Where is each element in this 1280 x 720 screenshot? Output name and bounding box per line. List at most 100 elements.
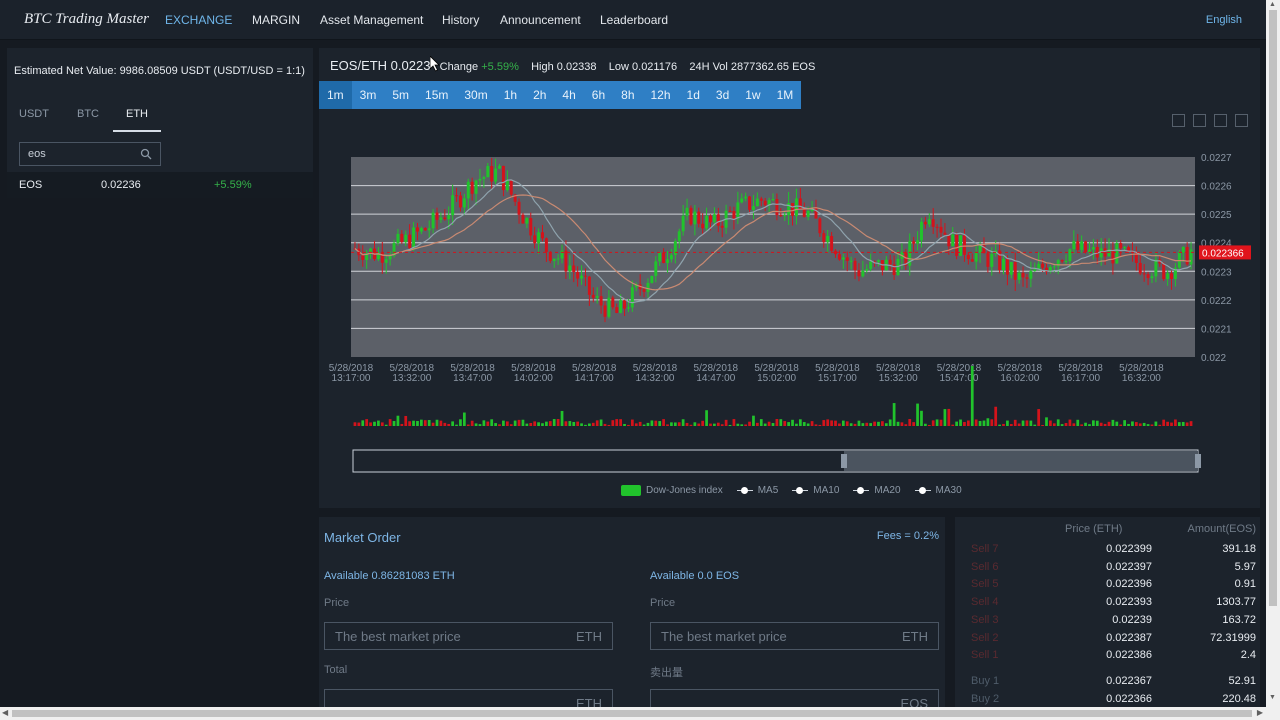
restore-icon[interactable]	[1214, 114, 1227, 127]
nav-asset-management[interactable]: Asset Management	[320, 13, 424, 27]
volume-bar	[630, 419, 634, 426]
legend-ma20[interactable]: MA20	[853, 485, 901, 496]
volume-bar	[658, 421, 662, 426]
candle	[1025, 277, 1029, 279]
interval-12h[interactable]: 12h	[650, 88, 671, 102]
scroll-up-icon[interactable]: ▲	[1269, 1, 1276, 8]
x-tick-time: 13:47:00	[453, 373, 492, 384]
chart-tools	[1172, 114, 1248, 127]
candle	[626, 307, 630, 309]
order-label: Buy 1	[971, 675, 1000, 687]
scroll-right-icon[interactable]: ▶	[1256, 708, 1263, 717]
horizontal-scrollbar[interactable]: ◀ ▶	[0, 707, 1266, 720]
legend-ma5[interactable]: MA5	[736, 485, 778, 496]
y-tick-label: 0.0223	[1201, 267, 1232, 278]
volume-bar	[1111, 419, 1115, 426]
tab-usdt[interactable]: USDT	[19, 108, 49, 120]
interval-6h[interactable]: 6h	[591, 88, 606, 102]
candle	[1138, 262, 1142, 274]
square-icon[interactable]	[1193, 114, 1206, 127]
volume-bar	[998, 424, 1001, 426]
candle	[462, 198, 466, 208]
volume-bar	[1119, 424, 1123, 426]
interval-15m[interactable]: 15m	[425, 88, 449, 102]
candle	[744, 196, 748, 199]
volume-bar	[509, 424, 513, 426]
coin-row[interactable]: EOS 0.02236 +5.59%	[7, 172, 313, 198]
interval-3d[interactable]: 3d	[715, 88, 730, 102]
nav-margin[interactable]: MARGIN	[252, 13, 300, 27]
interval-8h[interactable]: 8h	[621, 88, 635, 102]
volume-bar	[713, 423, 716, 426]
volume-bar	[709, 423, 712, 426]
buy-order-row[interactable]: Buy 2 0.022366 220.48	[955, 691, 1260, 709]
interval-30m[interactable]: 30m	[464, 88, 488, 102]
volume-bar	[1158, 424, 1162, 426]
volume-bar	[787, 422, 790, 426]
interval-1h[interactable]: 1h	[503, 88, 518, 102]
nav-history[interactable]: History	[442, 13, 480, 27]
candle	[525, 218, 529, 224]
tab-eth[interactable]: ETH	[126, 108, 148, 120]
sell-order-row[interactable]: Sell 7 0.022399 391.18	[955, 541, 1260, 559]
brand-logo[interactable]: BTC Trading Master	[24, 11, 150, 27]
volume-bar	[814, 424, 818, 426]
interval-2h[interactable]: 2h	[533, 88, 547, 102]
volume-bar	[552, 419, 556, 426]
language-selector[interactable]: English	[1205, 14, 1242, 26]
tab-btc[interactable]: BTC	[77, 108, 99, 120]
order-amount: 220.48	[1222, 692, 1256, 705]
candle	[943, 232, 947, 235]
interval-3m[interactable]: 3m	[359, 88, 377, 102]
sell-price-input[interactable]	[651, 623, 891, 649]
sell-order-row[interactable]: Sell 3 0.02239 163.72	[955, 612, 1260, 630]
sell-order-row[interactable]: Sell 4 0.022393 1303.77	[955, 594, 1260, 612]
interval-1d[interactable]: 1d	[686, 88, 700, 102]
buy-price-input[interactable]	[325, 623, 565, 649]
candle	[763, 200, 767, 206]
search-input[interactable]	[20, 143, 132, 165]
sell-order-row[interactable]: Sell 1 0.022386 2.4	[955, 647, 1260, 665]
buy-order-row[interactable]: Buy 1 0.022367 52.91	[955, 673, 1260, 691]
price-chart[interactable]: 0.0227 0.0226 0.0225 0.0224 0.0223 0.0222 0.02…	[319, 48, 1260, 508]
candle	[798, 198, 802, 210]
order-price: 0.022399	[1106, 543, 1152, 555]
sell-order-row[interactable]: Sell 6 0.022397 5.97	[955, 559, 1260, 577]
interval-5m[interactable]: 5m	[392, 88, 410, 102]
moving-average-line	[354, 194, 1192, 291]
interval-1w[interactable]: 1w	[745, 88, 761, 102]
candle	[1064, 261, 1068, 263]
search-icon[interactable]	[140, 148, 152, 160]
vertical-scrollbar[interactable]: ▲ ▼	[1266, 0, 1280, 720]
legend-ma10[interactable]: MA10	[792, 485, 839, 496]
amount-header: Amount(EOS)	[1187, 523, 1256, 535]
sell-price-field: ETH	[650, 622, 939, 650]
candle	[529, 218, 533, 236]
candle	[1170, 273, 1173, 279]
volume-bar	[1095, 420, 1099, 426]
interval-1M[interactable]: 1M	[776, 88, 794, 102]
legend-dow-jones[interactable]: Dow-Jones index	[621, 485, 723, 496]
candle	[822, 233, 826, 243]
fullscreen-icon[interactable]	[1235, 114, 1248, 127]
scroll-thumb[interactable]	[1269, 10, 1277, 606]
volume-bar	[716, 422, 720, 426]
legend-ma30[interactable]: MA30	[914, 485, 962, 496]
scroll-down-icon[interactable]: ▼	[1269, 694, 1276, 701]
nav-announcement[interactable]: Announcement	[500, 13, 581, 27]
scroll-left-icon[interactable]: ◀	[2, 708, 9, 717]
candle	[435, 212, 439, 220]
y-tick-label: 0.0227	[1201, 153, 1232, 164]
interval-4h[interactable]: 4h	[562, 88, 576, 102]
volume-bar	[599, 419, 603, 426]
crop-icon[interactable]	[1172, 114, 1185, 127]
candle	[931, 219, 935, 227]
sell-order-row[interactable]: Sell 5 0.022396 0.91	[955, 576, 1260, 594]
candle	[873, 261, 877, 263]
nav-exchange[interactable]: EXCHANGE	[165, 13, 233, 27]
nav-leaderboard[interactable]: Leaderboard	[600, 13, 669, 27]
interval-1m[interactable]: 1m	[319, 81, 352, 109]
sell-order-row[interactable]: Sell 2 0.022387 72.31999	[955, 630, 1260, 648]
scroll-thumb[interactable]	[12, 710, 1252, 717]
volume-bar	[1080, 424, 1084, 426]
